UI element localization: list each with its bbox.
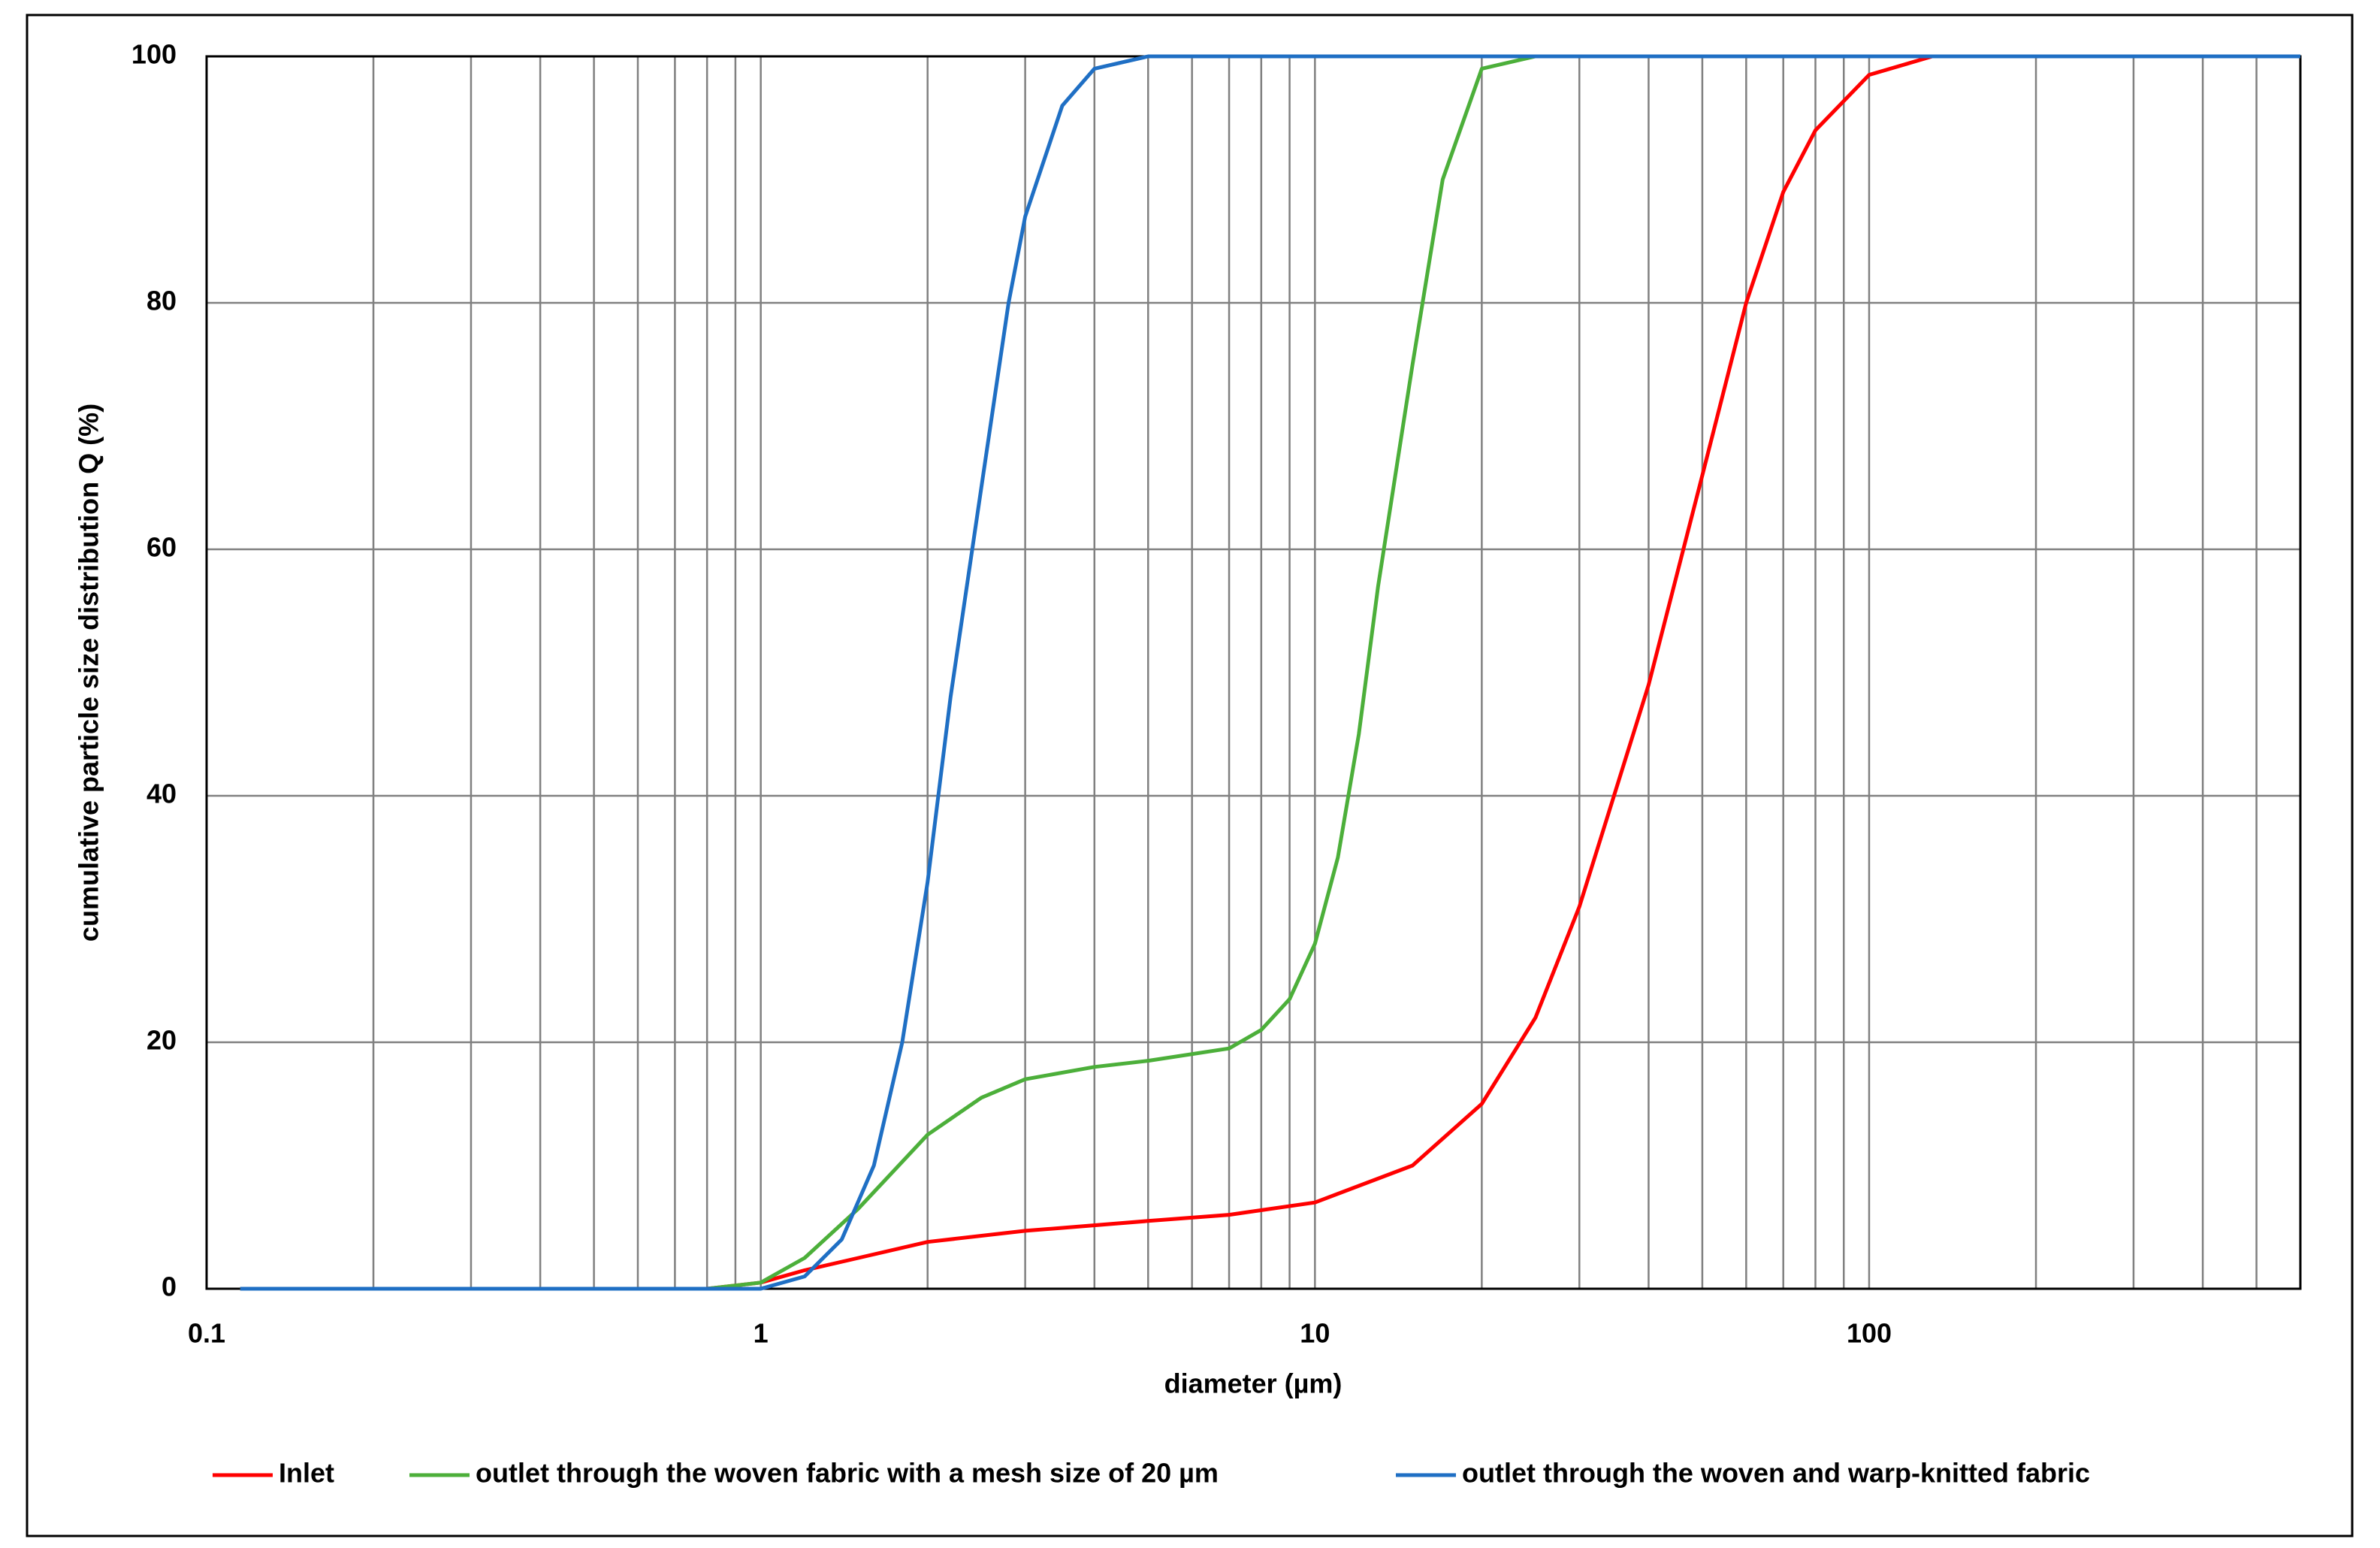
x-tick-label: 10 <box>1300 1318 1330 1349</box>
y-tick-label: 20 <box>146 1025 177 1056</box>
y-tick-label: 80 <box>146 286 177 316</box>
legend-label: outlet through the woven and warp-knitte… <box>1462 1458 2090 1489</box>
legend-label: outlet through the woven fabric with a m… <box>476 1458 1219 1489</box>
line <box>240 54 2300 1291</box>
y-axis-label: cumulative particle size distribution Q … <box>74 404 104 942</box>
chart-border <box>26 14 2354 1537</box>
line <box>240 54 2300 1291</box>
y-tick-label: 100 <box>131 39 177 70</box>
y-tick-label: 60 <box>146 532 177 563</box>
plot-border <box>205 55 2302 1290</box>
x-axis-label: diameter (µm) <box>1164 1368 1343 1399</box>
x-tick-label: 100 <box>1847 1318 1892 1349</box>
y-tick-label: 0 <box>162 1271 177 1302</box>
x-tick-label: 0.1 <box>188 1318 225 1349</box>
line <box>240 54 2300 1291</box>
legend-label: Inlet <box>279 1458 334 1489</box>
x-tick-label: 1 <box>754 1318 769 1349</box>
y-tick-label: 40 <box>146 779 177 809</box>
